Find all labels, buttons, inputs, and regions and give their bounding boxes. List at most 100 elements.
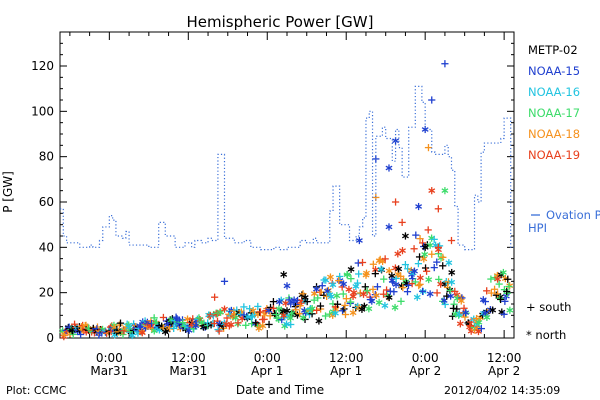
marker-stroke (232, 315, 240, 321)
x-tick-time-label: 12:00 (171, 351, 206, 365)
south-marker (342, 295, 350, 303)
legend-ovation-label: HPI (528, 221, 547, 235)
south-marker (373, 283, 382, 291)
south-marker (321, 312, 330, 320)
north-marker (329, 281, 337, 289)
north-marker (456, 320, 464, 328)
south-marker (369, 285, 377, 293)
north-marker (394, 250, 402, 258)
x-tick-time-label: 0:00 (96, 351, 123, 365)
marker-stroke (426, 291, 434, 297)
north-marker (280, 311, 288, 320)
south-marker (77, 330, 85, 339)
north-marker (421, 243, 429, 251)
south-marker (358, 258, 367, 267)
south-marker (390, 288, 398, 296)
marker-stroke (322, 277, 330, 283)
marker-stroke (111, 332, 119, 338)
marker-stroke (280, 313, 288, 318)
marker-stroke (331, 310, 339, 316)
south-marker (460, 304, 468, 312)
south-marker (240, 303, 248, 311)
north-marker (355, 236, 363, 245)
north-marker (395, 265, 403, 273)
plot-frame (59, 31, 515, 339)
marker-stroke (411, 268, 418, 274)
marker-stroke (136, 323, 144, 329)
south-marker (496, 294, 504, 302)
marker-stroke (227, 322, 235, 328)
north-marker (349, 292, 357, 300)
north-marker (441, 187, 449, 195)
south-marker (382, 286, 391, 294)
marker-stroke (489, 307, 497, 313)
marker-stroke (155, 327, 163, 333)
north-marker (385, 223, 393, 231)
north-marker (349, 309, 357, 317)
south-marker (214, 325, 222, 334)
marker-stroke (456, 321, 464, 327)
south-marker (428, 250, 436, 258)
north-marker (462, 309, 470, 317)
marker-stroke (128, 333, 136, 338)
marker-stroke (138, 330, 146, 336)
y-tick-label: 120 (31, 59, 54, 73)
south-marker (204, 319, 212, 327)
marker-stroke (462, 310, 470, 316)
marker-stroke (327, 294, 335, 299)
marker-stroke (441, 188, 449, 194)
south-marker (397, 297, 405, 305)
south-marker (381, 255, 389, 263)
south-marker (287, 300, 295, 308)
marker-stroke (347, 266, 355, 272)
south-marker (490, 285, 499, 293)
north-marker (381, 302, 389, 310)
marker-stroke (372, 293, 380, 298)
south-marker (433, 289, 441, 297)
x-tick-date-label: Apr 2 (409, 364, 441, 378)
north-marker (416, 274, 424, 282)
marker-stroke (298, 298, 306, 304)
south-marker (371, 270, 379, 278)
plot-credit: Plot: CCMC (6, 384, 67, 397)
north-marker (343, 271, 351, 279)
marker-stroke (166, 325, 174, 331)
marker-stroke (473, 326, 481, 332)
y-tick-label: 80 (39, 150, 54, 164)
y-axis-label: P [GW] (1, 171, 15, 213)
legend-satellite: NOAA-16 (528, 85, 580, 99)
south-marker (424, 144, 433, 152)
south-marker (256, 308, 265, 316)
marker-stroke (413, 294, 421, 300)
south-marker (441, 60, 449, 68)
marker-stroke (421, 244, 429, 250)
north-marker (283, 320, 290, 328)
north-marker (192, 322, 200, 330)
north-marker (365, 305, 373, 313)
south-marker (415, 253, 424, 261)
south-marker (403, 288, 412, 296)
north-marker (340, 280, 348, 288)
north-marker (494, 275, 501, 283)
x-tick-date-label: Mar31 (169, 364, 207, 378)
south-marker (269, 304, 278, 312)
south-marker (447, 236, 456, 245)
south-marker (504, 275, 512, 283)
north-marker (315, 317, 323, 325)
marker-stroke (372, 267, 379, 273)
x-tick-date-label: Apr 2 (488, 364, 520, 378)
south-marker (150, 314, 158, 322)
south-marker (414, 260, 423, 268)
marker-stroke (280, 272, 288, 277)
marker-stroke (448, 270, 456, 275)
north-marker (385, 293, 393, 302)
marker-stroke (388, 278, 396, 283)
south-marker (366, 295, 374, 304)
marker-stroke (409, 270, 417, 276)
north-marker (506, 282, 514, 290)
north-marker (125, 323, 133, 331)
south-marker (323, 292, 331, 301)
south-marker (434, 205, 442, 213)
south-marker (424, 226, 432, 234)
legend-satellite: METP-02 (528, 43, 578, 57)
